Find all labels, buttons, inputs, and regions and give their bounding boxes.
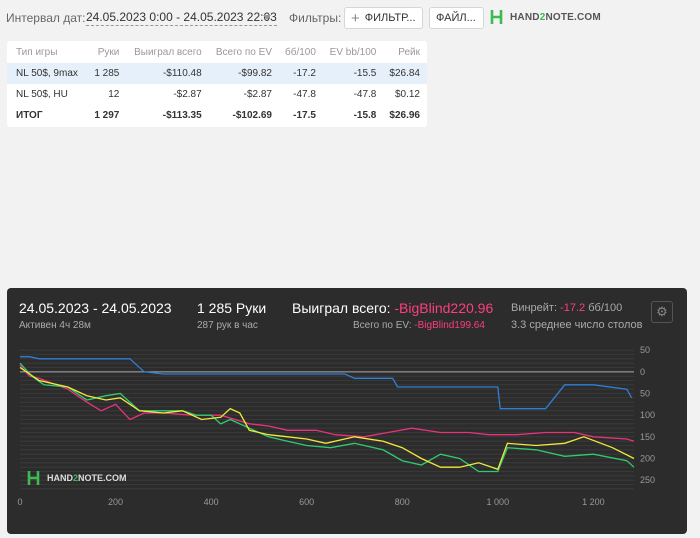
x-tick-label: 0 bbox=[17, 497, 22, 507]
graph-date-range: 24.05.2023 - 24.05.2023 bbox=[19, 300, 172, 316]
graph-tables-avg: 3.3 среднее число столов bbox=[511, 319, 643, 331]
y-tick-label: 50 bbox=[640, 389, 650, 399]
cell-ev-total: -$99.82 bbox=[208, 63, 279, 84]
graph-winrate-unit: бб/100 bbox=[588, 302, 623, 314]
graph-active-time: Активен 4ч 28м bbox=[19, 320, 91, 331]
stats-table: Тип игры Руки Выиграл всего Всего по EV … bbox=[7, 41, 427, 126]
y-tick-label: 150 bbox=[640, 432, 655, 442]
hand2note-logo-text: HAND2NOTE.COM bbox=[510, 11, 601, 23]
cell-ev-bb100: -47.8 bbox=[353, 89, 377, 100]
date-range-picker[interactable]: 24.05.2023 0:00 - 24.05.2023 22:03 bbox=[86, 10, 277, 26]
cell-game-type: NL 50$, HU bbox=[16, 89, 68, 100]
column-header-bb100[interactable]: бб/100 bbox=[284, 46, 316, 58]
cell-rake: $26.96 bbox=[389, 110, 420, 121]
cell-game-type: ИТОГ bbox=[16, 110, 43, 121]
table-header-row: Тип игры Руки Выиграл всего Всего по EV … bbox=[7, 41, 427, 63]
toolbar: Интервал дат: 24.05.2023 0:00 - 24.05.20… bbox=[0, 0, 700, 36]
filter-button-label: ФИЛЬТР... bbox=[364, 12, 416, 24]
column-header-game-type[interactable]: Тип игры bbox=[16, 46, 58, 58]
graph-winrate-value: -17.2 bbox=[560, 302, 586, 314]
cell-won-total: -$113.35 bbox=[162, 110, 202, 121]
winnings-chart: 50 0 50 100 150 200 250 0 200 400 600 800 1 000 1 200 bbox=[17, 345, 655, 507]
cell-hands: 12 bbox=[108, 89, 120, 100]
cell-hands: 1 297 bbox=[94, 110, 120, 121]
gear-icon[interactable]: ⚙ bbox=[651, 301, 673, 323]
hand2note-watermark-icon bbox=[27, 471, 40, 485]
plus-icon: + bbox=[351, 9, 360, 27]
file-button[interactable]: ФАЙЛ... bbox=[429, 7, 484, 29]
cell-won-total: -$2.87 bbox=[173, 89, 202, 100]
column-header-ev-total[interactable]: Всего по EV bbox=[215, 46, 272, 58]
cell-won-total: -$110.48 bbox=[126, 63, 209, 84]
cell-bb100: -17.5 bbox=[293, 110, 316, 121]
x-tick-label: 800 bbox=[395, 497, 410, 507]
blue-series-line bbox=[20, 356, 633, 410]
cell-ev-total: -$2.87 bbox=[243, 89, 272, 100]
filter-button[interactable]: + ФИЛЬТР... bbox=[344, 7, 423, 29]
graph-hands-per-hour: 287 рук в час bbox=[197, 320, 258, 331]
graph-won-label: Выиграл всего: bbox=[292, 300, 391, 316]
hand2note-logo-icon bbox=[490, 10, 503, 24]
cell-bb100: -47.8 bbox=[293, 89, 316, 100]
graph-ev-total: Всего по EV: -BigBlind199.64 bbox=[353, 320, 485, 331]
cell-ev-bb100: -15.8 bbox=[353, 110, 377, 121]
x-tick-label: 200 bbox=[108, 497, 123, 507]
column-header-hands[interactable]: Руки bbox=[97, 46, 120, 58]
cell-bb100: -17.2 bbox=[278, 63, 323, 84]
cell-rake: $26.84 bbox=[383, 63, 427, 84]
graph-won-total: Выиграл всего: -BigBlind220.96 bbox=[292, 300, 493, 316]
column-header-rake[interactable]: Рейк bbox=[398, 46, 420, 58]
column-header-ev-bb100[interactable]: EV bb/100 bbox=[329, 46, 377, 58]
x-tick-label: 1 200 bbox=[582, 497, 605, 507]
graph-winrate: Винрейт: -17.2 бб/100 bbox=[511, 302, 622, 314]
x-tick-label: 400 bbox=[204, 497, 219, 507]
chevron-down-icon[interactable] bbox=[263, 15, 271, 20]
table-total-row: ИТОГ 1 297 -$113.35 -$102.69 -17.5 -15.8… bbox=[7, 105, 427, 126]
y-tick-label: 0 bbox=[640, 367, 645, 377]
graph-won-value: -BigBlind220.96 bbox=[394, 300, 494, 316]
graph-ev-label: Всего по EV: bbox=[353, 320, 412, 331]
cell-ev-total: -$102.69 bbox=[232, 110, 272, 121]
hand2note-logo: HAND2NOTE.COM bbox=[490, 9, 601, 25]
y-tick-label: 50 bbox=[640, 345, 650, 355]
graph-ev-value: -BigBlind199.64 bbox=[414, 320, 485, 331]
interval-label: Интервал дат: bbox=[6, 11, 86, 25]
file-button-label: ФАЙЛ... bbox=[436, 12, 476, 24]
cell-hands: 1 285 bbox=[88, 63, 127, 84]
cell-rake: $0.12 bbox=[394, 89, 420, 100]
x-tick-label: 600 bbox=[299, 497, 314, 507]
graph-winrate-label: Винрейт: bbox=[511, 302, 558, 314]
stats-table-card: Тип игры Руки Выиграл всего Всего по EV … bbox=[7, 41, 427, 127]
green-series-line bbox=[19, 362, 635, 473]
filters-label: Фильтры: bbox=[289, 11, 342, 25]
column-header-won-total[interactable]: Выиграл всего bbox=[134, 46, 202, 58]
cell-ev-bb100: -15.5 bbox=[322, 63, 384, 84]
table-row[interactable]: NL 50$, 9max 1 285 -$110.48 -$99.82 -17.… bbox=[7, 63, 427, 84]
y-tick-label: 250 bbox=[640, 475, 655, 485]
y-tick-label: 200 bbox=[640, 454, 655, 464]
x-tick-label: 1 000 bbox=[487, 497, 510, 507]
graph-hands: 1 285 Руки bbox=[197, 300, 267, 316]
hand2note-watermark: HAND2NOTE.COM bbox=[27, 470, 127, 486]
pink-series-line bbox=[19, 364, 635, 442]
y-tick-label: 100 bbox=[640, 410, 655, 420]
yellow-series-line bbox=[19, 366, 635, 471]
table-row[interactable]: NL 50$, HU 12 -$2.87 -$2.87 -47.8 -47.8 … bbox=[7, 84, 427, 105]
graph-panel: 24.05.2023 - 24.05.2023 Активен 4ч 28м 1… bbox=[7, 288, 687, 534]
cell-game-type: NL 50$, 9max bbox=[7, 63, 89, 84]
hand2note-watermark-text: HAND2NOTE.COM bbox=[47, 473, 127, 483]
